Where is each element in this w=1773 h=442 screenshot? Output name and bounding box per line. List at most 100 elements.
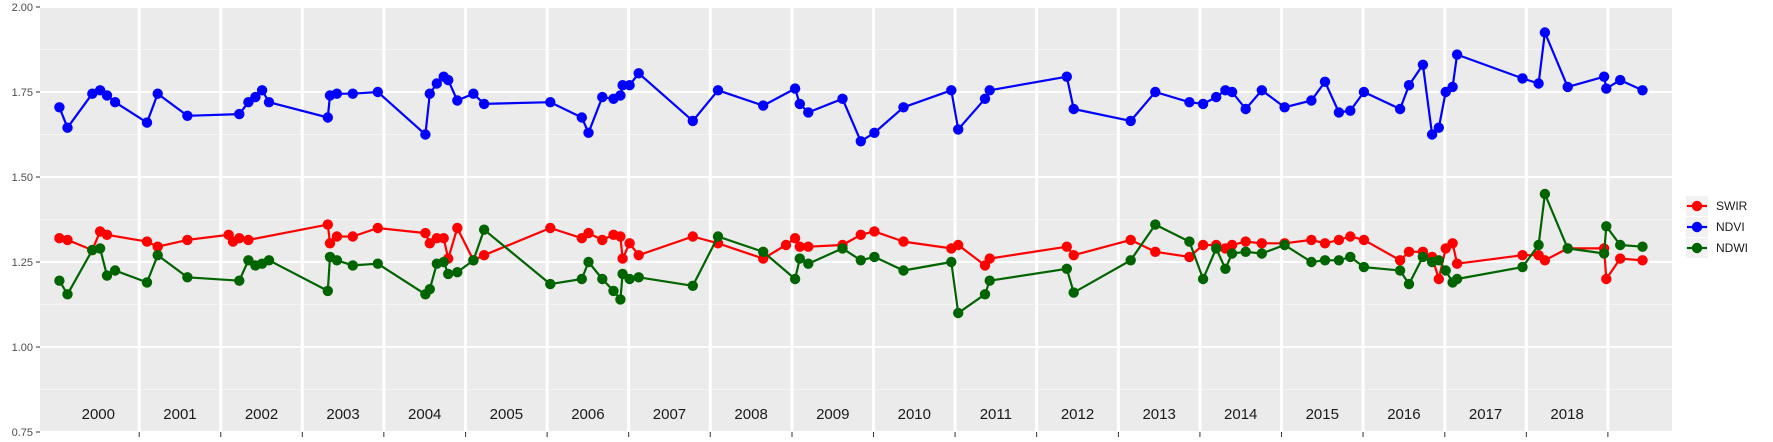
ndwi-point <box>478 224 490 235</box>
swir-point <box>420 227 431 239</box>
swir-point <box>1345 231 1356 242</box>
ndvi-point <box>1426 129 1438 140</box>
ndwi-point <box>1068 287 1079 298</box>
ndvi-point <box>1226 86 1238 98</box>
swir-point <box>1333 234 1345 246</box>
ndwi-point <box>803 258 814 269</box>
legend: SWIR NDVI NDWI <box>1686 196 1748 258</box>
ndvi-point <box>1517 73 1528 84</box>
legend-label-swir: SWIR <box>1716 199 1748 213</box>
ndvi-point <box>953 124 964 135</box>
ndwi-point <box>1319 255 1331 266</box>
swir-point <box>62 234 73 246</box>
ndvi-point <box>424 88 435 99</box>
ndvi-point <box>1539 27 1551 38</box>
swir-point <box>478 250 490 261</box>
swir-point <box>1517 250 1528 261</box>
swir-point <box>331 231 343 242</box>
ndwi-point <box>1211 243 1222 254</box>
swir-point <box>597 234 608 246</box>
ndwi-point <box>322 285 333 297</box>
swir-point <box>1451 258 1463 269</box>
year-label: 2002 <box>245 406 278 423</box>
ndvi-point <box>263 97 275 108</box>
ndvi-point <box>443 74 454 86</box>
ndvi-point <box>1319 76 1331 88</box>
ndwi-point <box>758 246 769 257</box>
ndwi-point <box>687 280 698 291</box>
ndvi-point <box>855 136 866 147</box>
swir-point <box>1358 234 1370 246</box>
swir-point <box>803 241 814 252</box>
y-tick-label: 0.75 <box>12 427 33 439</box>
ndwi-point <box>1598 248 1610 259</box>
ndvi-point <box>62 122 73 133</box>
ndvi-point <box>583 127 594 138</box>
ndvi-point <box>372 86 383 98</box>
ndvi-point <box>615 90 626 101</box>
ndvi-point <box>1533 78 1544 89</box>
swir-point <box>1125 234 1136 246</box>
swir-point <box>322 219 333 230</box>
year-label: 2003 <box>326 406 359 423</box>
ndvi-point <box>1451 49 1463 60</box>
year-label: 2008 <box>734 406 767 423</box>
ndwi-point <box>468 255 479 266</box>
year-label: 2001 <box>163 406 196 423</box>
swir-point <box>101 229 113 240</box>
ndwi-point <box>794 253 805 264</box>
swir-point <box>780 239 792 251</box>
ndvi-point <box>803 107 814 118</box>
ndwi-point <box>1061 263 1073 274</box>
series-swir <box>54 219 1648 285</box>
ndvi-point <box>234 108 245 120</box>
swir-point <box>1226 239 1238 251</box>
ndwi-point <box>597 273 608 285</box>
ndvi-point <box>182 110 193 122</box>
ndwi-point <box>141 277 153 288</box>
y-tick-label: 1.00 <box>12 342 33 354</box>
ndwi-point <box>347 260 358 271</box>
ndvi-point <box>1403 80 1415 91</box>
ndwi-point <box>101 270 113 281</box>
swir-point <box>624 238 635 249</box>
y-axis: 0.75 1.00 1.25 1.50 1.75 2.00 <box>12 2 1609 439</box>
swir-point <box>898 236 909 247</box>
ndwi-point <box>152 250 163 261</box>
ndwi-point <box>1256 248 1268 259</box>
ndwi-point <box>109 265 121 276</box>
swir-point <box>1240 236 1251 247</box>
ndwi-point <box>263 255 275 266</box>
ndwi-point <box>545 278 556 290</box>
ndvi-point <box>984 85 995 96</box>
ndwi-point <box>1440 265 1451 276</box>
ndwi-point <box>234 275 245 286</box>
ndwi-point <box>182 272 193 283</box>
ndvi-point <box>1358 86 1370 98</box>
swir-point <box>1433 273 1445 285</box>
ndvi-point <box>109 97 121 108</box>
ndwi-point <box>712 231 724 242</box>
ndwi-point <box>1451 273 1463 285</box>
swir-point <box>1061 241 1073 252</box>
swir-point <box>1447 238 1458 249</box>
ndwi-point <box>424 284 435 295</box>
ndvi-point <box>545 97 556 108</box>
swir-point <box>1306 234 1317 246</box>
ndvi-point <box>1615 74 1626 86</box>
ndwi-point <box>898 265 909 276</box>
swir-point <box>141 236 153 247</box>
ndvi-point <box>687 115 698 127</box>
series-ndwi <box>54 188 1648 319</box>
ndwi-point <box>1220 263 1231 274</box>
swir-point <box>953 239 964 251</box>
ndwi-point <box>331 255 343 266</box>
swir-point <box>1184 251 1195 263</box>
ndvi-point <box>624 80 635 91</box>
ndwi-point <box>869 251 880 263</box>
ndwi-point <box>576 273 587 285</box>
swir-point <box>1601 273 1612 285</box>
ndwi-point <box>1562 243 1573 254</box>
ndvi-point <box>946 85 957 96</box>
series-ndvi <box>54 27 1648 147</box>
